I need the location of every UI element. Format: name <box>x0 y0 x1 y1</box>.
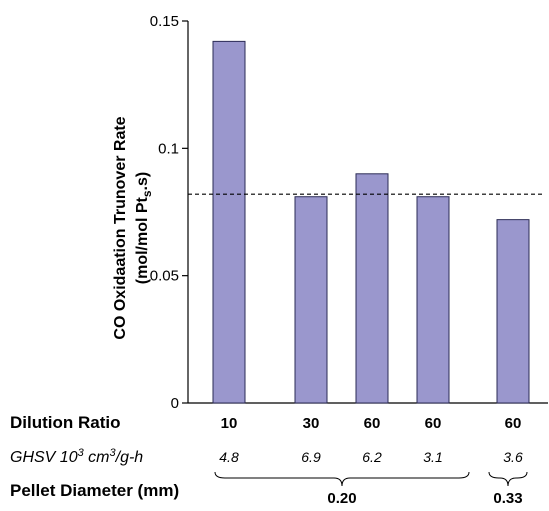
bar <box>416 196 450 404</box>
category-rows: 10 4.8 30 6.9 60 6.2 60 3.1 60 3.6 0.20 0.33 <box>214 415 528 507</box>
y-axis-label-line2: (mol/mol Pts.s) <box>134 172 154 284</box>
dilution-ratio-label: Dilution Ratio <box>10 413 120 432</box>
bar <box>212 40 246 404</box>
ghsv-value: 4.8 <box>219 449 239 465</box>
ghsv-label: GHSV 103 cm3/g-h <box>10 447 143 466</box>
bar <box>294 196 328 404</box>
pellet-group-label: 0.20 <box>327 490 356 507</box>
y-axis-label-line1: CO Oxidaation Trunover Rate <box>112 116 129 339</box>
plot-area: 0 0.05 0.1 0.15 <box>150 13 548 412</box>
pellet-group-brace <box>488 471 528 487</box>
x-tick-label: 60 <box>364 415 381 432</box>
y-tick-label: 0.1 <box>158 140 179 157</box>
x-tick-label: 10 <box>221 415 238 432</box>
y-tick-label: 0 <box>171 395 179 412</box>
x-tick-label: 30 <box>303 415 320 432</box>
bar <box>496 219 530 404</box>
bar <box>355 173 389 404</box>
row-labels: Dilution Ratio GHSV 103 cm3/g-h Pellet D… <box>10 413 179 500</box>
x-tick-label: 60 <box>505 415 522 432</box>
pellet-group-brace <box>214 471 470 487</box>
ghsv-value: 6.9 <box>301 449 321 465</box>
ghsv-value: 6.2 <box>362 449 382 465</box>
pellet-diameter-label: Pellet Diameter (mm) <box>10 481 179 500</box>
y-tick-label: 0.05 <box>150 268 179 285</box>
x-tick-label: 60 <box>425 415 442 432</box>
y-axis-title: CO Oxidaation Trunover Rate (mol/mol Pts… <box>112 116 154 339</box>
pellet-group-label: 0.33 <box>493 490 522 507</box>
ghsv-value: 3.6 <box>503 449 523 465</box>
y-tick-label: 0.15 <box>150 13 179 30</box>
ghsv-value: 3.1 <box>423 449 442 465</box>
